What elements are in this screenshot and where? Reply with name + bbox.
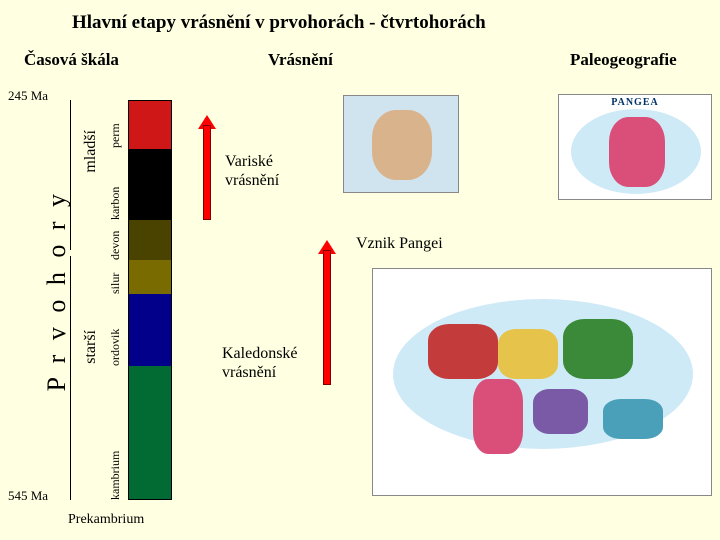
map-small [343, 95, 459, 193]
period-perm [129, 101, 171, 149]
page-title: Hlavní etapy vrásnění v prvohorách - čtv… [72, 12, 486, 34]
event-pangea: Vznik Pangei [356, 234, 443, 253]
period-labels: permkarbondevonsilurordovikkambrium [108, 100, 126, 500]
arrow-shaft [203, 125, 211, 220]
arrow-variscan [200, 115, 214, 220]
arrow-shaft [323, 250, 331, 385]
age-old: starší [82, 330, 100, 369]
age-young: mladší [82, 130, 100, 178]
ma-bottom: 545 Ma [8, 488, 48, 504]
period-label-devon: devon [108, 220, 123, 260]
pangea-caption: PANGEA [611, 97, 658, 108]
period-label-perm: perm [108, 100, 123, 148]
period-label-karbon: karbon [108, 148, 123, 220]
ma-top: 245 Ma [8, 88, 48, 104]
period-silur [129, 260, 171, 294]
header-time-scale: Časová škála [24, 50, 119, 70]
period-kambrium [129, 366, 171, 499]
age-young-text: mladší [82, 130, 100, 173]
header-paleogeo: Paleogeografie [570, 50, 677, 70]
period-label-silur: silur [108, 260, 123, 294]
header-orogeny: Vrásnění [268, 50, 333, 70]
period-label-ordovik: ordovik [108, 294, 123, 366]
map-pangea: PANGEA [558, 94, 712, 200]
event-caledonian: Kaledonské vrásnění [222, 344, 298, 382]
map-big [372, 268, 712, 496]
prekambrium-label: Prekambrium [68, 512, 144, 528]
period-ordovik [129, 294, 171, 366]
age-old-text: starší [82, 330, 100, 364]
era-line-lower [70, 256, 71, 500]
period-karbon [129, 149, 171, 221]
arrow-caledonian [320, 240, 334, 385]
stratigraphic-column [128, 100, 172, 500]
era-line-upper [70, 100, 71, 250]
event-variscan: Variské vrásnění [225, 152, 279, 190]
period-devon [129, 220, 171, 260]
period-label-kambrium: kambrium [108, 366, 123, 500]
era-label: P r v o h o r y [42, 190, 72, 391]
